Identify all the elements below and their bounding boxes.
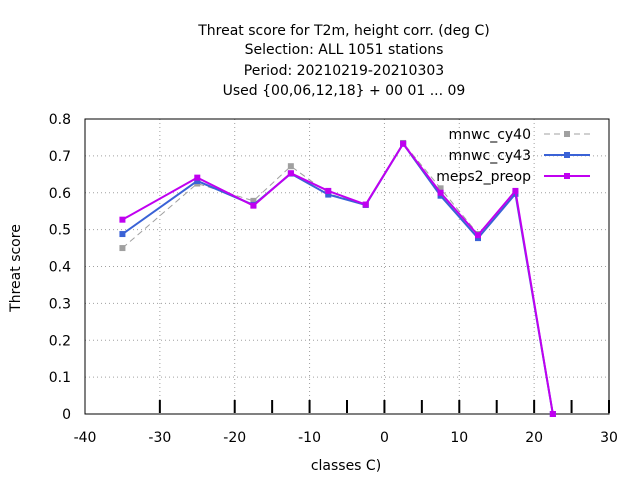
point-mnwc_cy43-0 [119, 231, 126, 238]
series-group [119, 139, 556, 417]
x-axis-label: classes C) [311, 458, 381, 474]
legend-label-mnwc_cy40: mnwc_cy40 [449, 127, 531, 143]
point-meps2_preop-5 [362, 201, 369, 208]
title-line-3: Period: 20210219-20210303 [244, 63, 444, 79]
x-tick-label-5: 10 [450, 430, 468, 446]
x-tick-label-4: 0 [380, 430, 389, 446]
point-meps2_preop-2 [250, 202, 257, 209]
point-mnwc_cy40-2 [250, 197, 257, 204]
legend-marker-mnwc_cy40 [564, 131, 570, 137]
y-axis-ticks: 0 0.1 0.2 0.3 0.4 0.5 0.6 0.7 0.8 [49, 112, 71, 423]
point-mnwc_cy43-4 [325, 191, 332, 198]
y-tick-label-3: 0.3 [49, 296, 71, 312]
title-line-1: Threat score for T2m, height corr. (deg … [197, 23, 490, 39]
y-tick-label-1: 0.1 [49, 370, 71, 386]
point-meps2_preop-1 [194, 174, 201, 181]
title-line-2: Selection: ALL 1051 stations [245, 42, 444, 58]
point-meps2_preop-0 [119, 216, 126, 223]
y-tick-label-6: 0.6 [49, 186, 71, 202]
x-minor-marks [158, 400, 610, 413]
legend-marker-mnwc_cy43 [564, 152, 570, 158]
y-tick-label-5: 0.5 [49, 223, 71, 239]
legend-marker-meps2_preop [564, 173, 570, 179]
x-axis-ticks: -40 -30 -20 -10 0 10 20 30 [74, 430, 618, 446]
point-meps2_preop-10 [549, 411, 556, 417]
legend: mnwc_cy40 mnwc_cy43 meps2_preop [436, 127, 590, 185]
point-meps2_preop-6 [400, 140, 407, 147]
y-tick-label-8: 0.8 [49, 112, 71, 128]
x-tick-label-1: -30 [148, 430, 171, 446]
x-tick-label-0: -40 [74, 430, 97, 446]
point-meps2_preop-8 [475, 232, 481, 239]
chart-title: Threat score for T2m, height corr. (deg … [197, 23, 490, 99]
legend-label-mnwc_cy43: mnwc_cy43 [449, 148, 531, 164]
x-tick-label-3: -10 [298, 430, 321, 446]
y-tick-label-7: 0.7 [49, 149, 71, 165]
point-mnwc_cy43-1 [194, 177, 201, 184]
series-meps2_preop [119, 140, 556, 417]
legend-label-meps2_preop: meps2_preop [436, 169, 531, 185]
point-mnwc_cy40-0 [119, 245, 126, 252]
point-meps2_preop-7 [437, 189, 444, 196]
plot-frame [84, 118, 610, 415]
point-mnwc_cy40-3 [287, 163, 294, 170]
x-tick-label-2: -20 [223, 430, 246, 446]
x-tick-label-7: 30 [600, 430, 618, 446]
point-meps2_preop-9 [512, 187, 519, 194]
y-axis-label: Threat score [8, 224, 24, 313]
point-meps2_preop-3 [287, 170, 294, 177]
y-tick-label-4: 0.4 [49, 260, 71, 276]
title-line-4: Used {00,06,12,18} + 00 01 ... 09 [223, 83, 466, 99]
x-tick-label-6: 20 [525, 430, 543, 446]
y-tick-label-0: 0 [62, 407, 71, 423]
point-meps2_preop-4 [325, 187, 332, 194]
y-tick-label-2: 0.2 [49, 333, 71, 349]
point-mnwc_cy40-7 [437, 185, 444, 192]
